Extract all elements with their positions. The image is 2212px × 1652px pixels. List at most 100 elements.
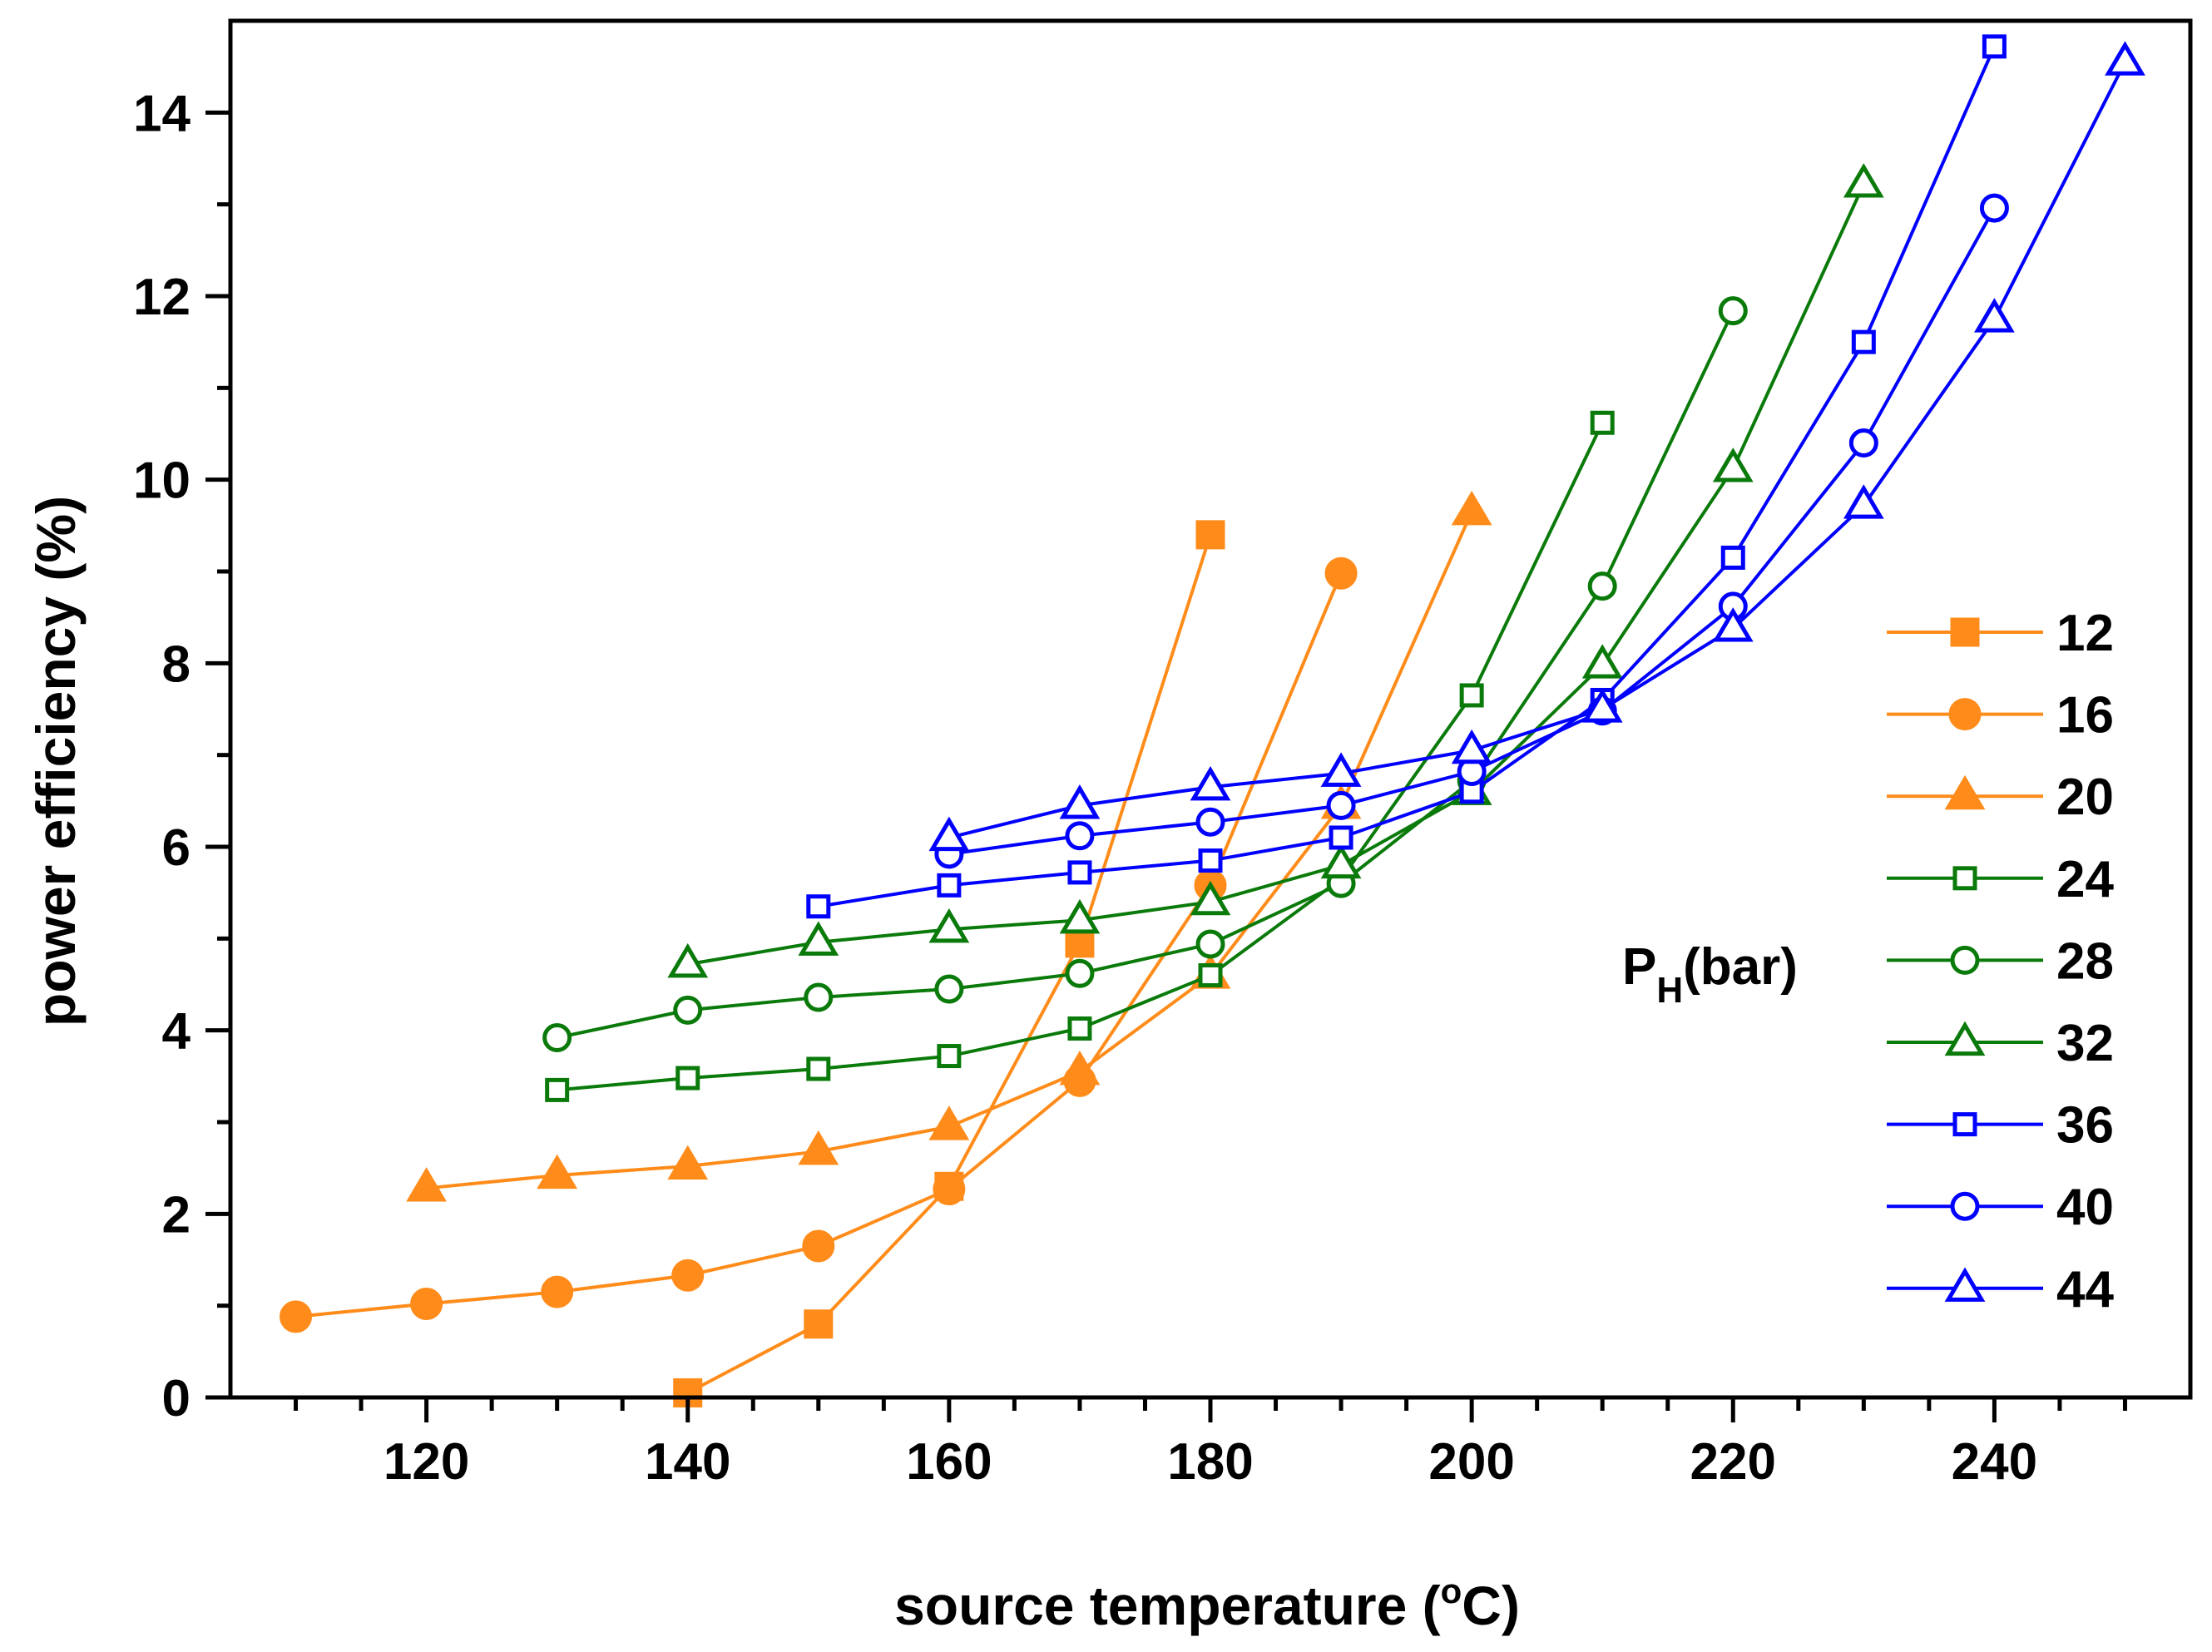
legend-marker xyxy=(1944,1267,1986,1302)
data-point-44 xyxy=(1712,607,1754,642)
legend-entry-12: 12 xyxy=(1887,605,2114,662)
x-tick-label: 140 xyxy=(645,1433,730,1491)
legend-label: 44 xyxy=(2056,1261,2114,1318)
legend-marker xyxy=(1950,617,1980,647)
legend-label: 40 xyxy=(2056,1179,2114,1236)
data-point-24 xyxy=(1198,962,1223,987)
data-point-32 xyxy=(667,942,709,978)
legend-label: 20 xyxy=(2056,769,2114,826)
legend-label: 16 xyxy=(2056,687,2114,744)
legend-entry-20: 20 xyxy=(1887,769,2114,826)
data-point-32 xyxy=(1712,448,1754,482)
data-point-24 xyxy=(545,1077,570,1102)
data-point-36 xyxy=(1982,34,2007,59)
data-point-32 xyxy=(1190,880,1231,916)
data-point-32 xyxy=(1320,843,1362,879)
data-point-36 xyxy=(1329,825,1353,850)
data-point-36 xyxy=(1198,848,1223,873)
data-point-12 xyxy=(1065,928,1095,958)
data-point-16 xyxy=(671,1259,705,1292)
legend-entry-36: 36 xyxy=(1887,1097,2114,1155)
x-tick-label: 240 xyxy=(1952,1433,2037,1491)
data-point-40 xyxy=(1979,193,2009,223)
data-point-24 xyxy=(1459,683,1484,708)
data-point-40 xyxy=(1065,821,1095,851)
data-point-16 xyxy=(802,1229,835,1263)
data-point-16 xyxy=(541,1275,574,1308)
y-tick-label: 8 xyxy=(162,636,191,693)
y-tick-label: 4 xyxy=(162,1003,191,1061)
data-point-24 xyxy=(937,1044,962,1069)
legend-entry-40: 40 xyxy=(1887,1179,2114,1236)
legend-label: 32 xyxy=(2056,1015,2114,1072)
axis-ticks xyxy=(205,110,2127,1422)
data-point-32 xyxy=(1059,898,1101,934)
series-32 xyxy=(667,163,1884,978)
y-axis-title: power efficiency (%) xyxy=(25,496,87,1026)
data-point-20 xyxy=(1451,490,1492,526)
data-point-44 xyxy=(1320,752,1362,787)
data-point-44 xyxy=(1451,729,1492,764)
data-point-20 xyxy=(406,1167,447,1202)
data-point-36 xyxy=(1851,329,1876,354)
legend-entry-16: 16 xyxy=(1887,687,2114,744)
data-point-32 xyxy=(1581,644,1623,679)
legend-entry-28: 28 xyxy=(1887,932,2114,990)
legend-label: 24 xyxy=(2056,851,2114,908)
x-tick-label: 220 xyxy=(1690,1433,1776,1491)
legend-entry-44: 44 xyxy=(1887,1261,2114,1318)
data-point-44 xyxy=(1059,784,1101,819)
legend-marker xyxy=(1952,866,1977,891)
legend-label: 28 xyxy=(2056,932,2114,990)
legend-marker xyxy=(1950,945,1980,975)
x-tick-label: 160 xyxy=(906,1433,992,1491)
data-point-32 xyxy=(928,908,970,943)
y-tick-label: 14 xyxy=(133,85,191,142)
data-point-44 xyxy=(1843,484,1884,519)
data-point-28 xyxy=(1195,929,1225,959)
data-point-24 xyxy=(1067,1016,1092,1041)
data-point-16 xyxy=(280,1300,313,1333)
x-tick-label: 200 xyxy=(1428,1433,1514,1491)
data-point-20 xyxy=(1059,1050,1101,1086)
data-point-12 xyxy=(804,1309,834,1339)
data-point-40 xyxy=(1326,790,1356,820)
legend-label: 36 xyxy=(2056,1097,2114,1155)
data-point-32 xyxy=(798,921,839,956)
data-point-28 xyxy=(1065,958,1095,988)
data-point-16 xyxy=(1324,556,1358,590)
data-point-44 xyxy=(2105,41,2145,76)
data-point-20 xyxy=(537,1154,578,1190)
legend: 12 16 20 24 28 32 36 40 44 xyxy=(1887,605,2114,1318)
data-point-20 xyxy=(798,1130,839,1165)
data-point-28 xyxy=(542,1022,572,1052)
legend-marker xyxy=(1952,1112,1977,1137)
legend-entry-32: 32 xyxy=(1887,1015,2114,1072)
y-tick-label: 12 xyxy=(133,269,191,326)
legend-marker xyxy=(1944,774,1986,810)
y-tick-label: 0 xyxy=(162,1370,191,1427)
data-point-44 xyxy=(928,816,970,852)
series-line-36 xyxy=(818,46,1997,908)
legend-marker xyxy=(1944,1021,1986,1056)
series-line-28 xyxy=(557,309,1735,1040)
data-point-28 xyxy=(934,974,964,1004)
data-point-32 xyxy=(1843,163,1884,198)
data-point-40 xyxy=(1848,428,1878,458)
axis-tick-labels: 120 140 160 180 200 220 240 0 2 4 6 8 10 12 14 xyxy=(133,85,2037,1491)
y-tick-label: 6 xyxy=(162,819,191,877)
legend-marker xyxy=(1950,1191,1980,1221)
x-tick-label: 120 xyxy=(384,1433,469,1491)
data-point-28 xyxy=(1587,571,1617,601)
legend-entry-24: 24 xyxy=(1887,851,2114,908)
data-point-20 xyxy=(667,1145,709,1180)
legend-title: PH(bar) xyxy=(1622,938,1798,1011)
data-point-24 xyxy=(806,1056,831,1081)
y-tick-label: 2 xyxy=(162,1186,191,1244)
data-point-28 xyxy=(1718,296,1748,326)
legend-marker xyxy=(1948,698,1982,731)
data-point-24 xyxy=(1590,410,1615,435)
x-tick-label: 180 xyxy=(1167,1433,1253,1491)
data-point-44 xyxy=(1974,298,2015,333)
